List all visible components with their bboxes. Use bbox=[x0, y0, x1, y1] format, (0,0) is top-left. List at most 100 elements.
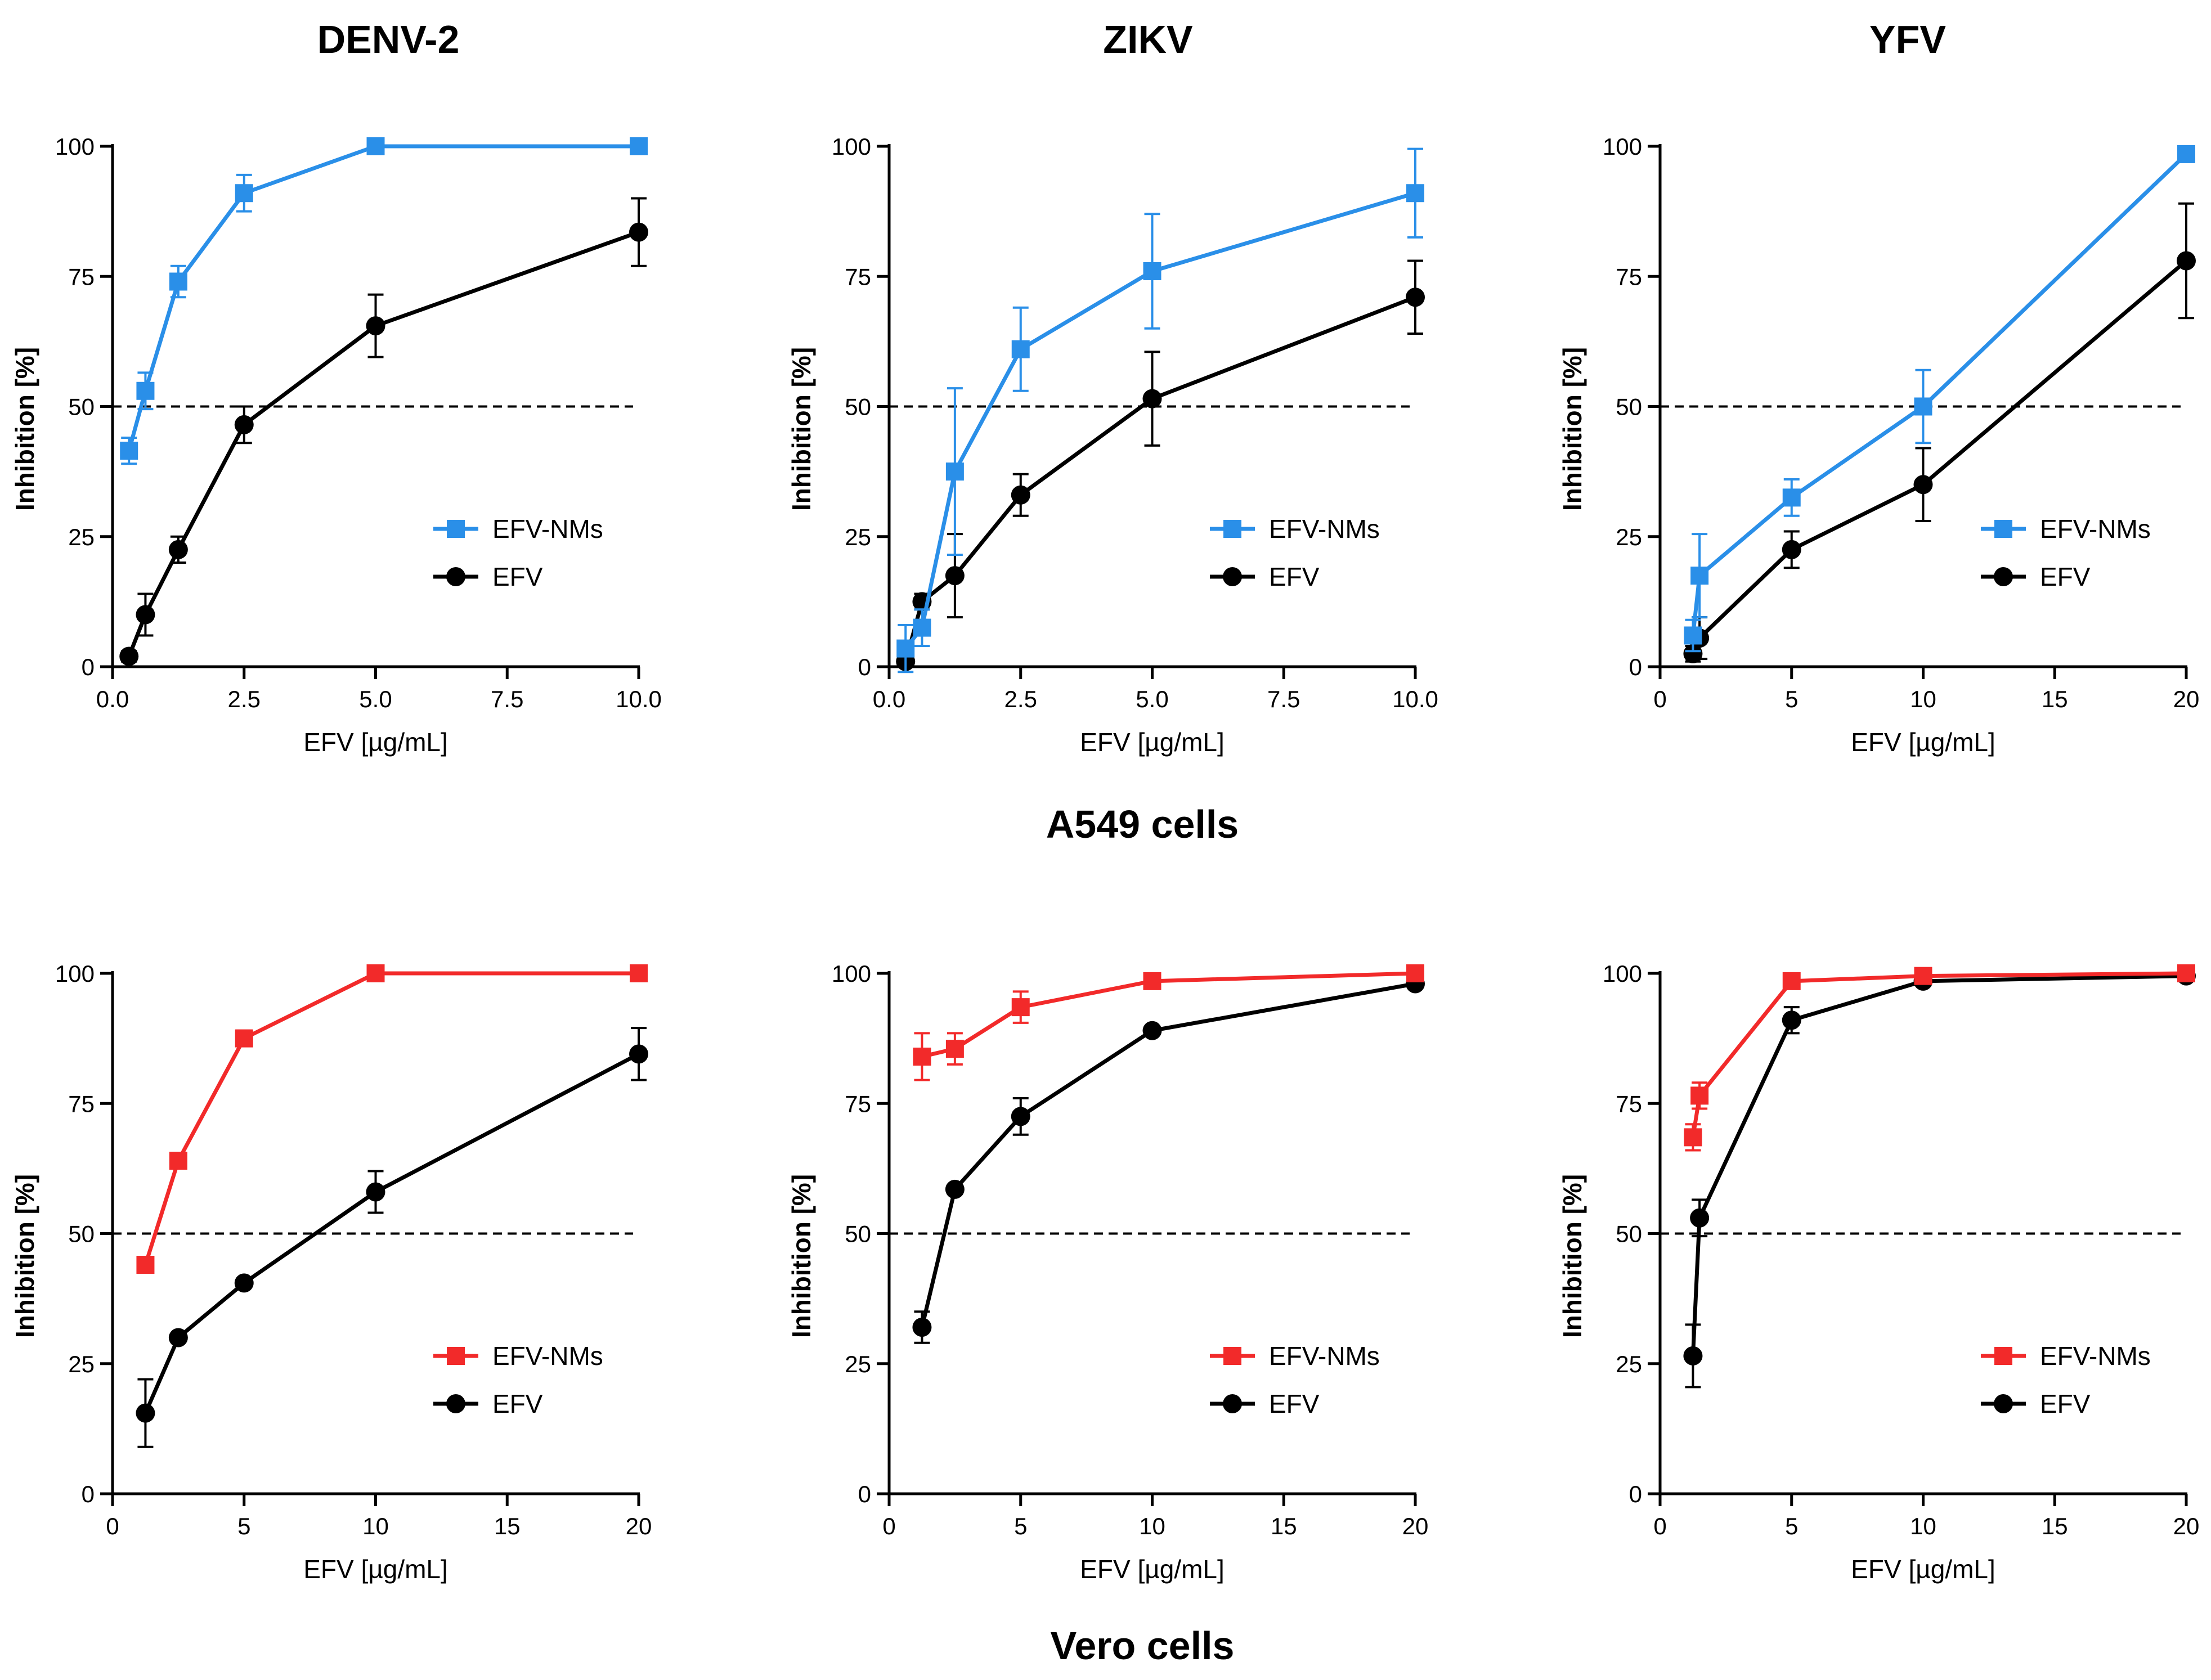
legend-marker bbox=[447, 520, 465, 538]
legend-marker bbox=[1223, 567, 1242, 586]
x-tick-label: 0 bbox=[1653, 1513, 1666, 1539]
data-point bbox=[2177, 964, 2195, 982]
data-point bbox=[1782, 972, 1801, 990]
series-efv-nms bbox=[120, 137, 648, 465]
legend-label: EFV bbox=[492, 1389, 543, 1418]
row-title-a549: A549 cells bbox=[1046, 802, 1239, 846]
x-axis-label: EFV [µg/mL] bbox=[1080, 727, 1225, 757]
y-tick-label: 0 bbox=[82, 654, 95, 680]
x-axis-label: EFV [µg/mL] bbox=[1851, 727, 1995, 757]
y-tick-label: 100 bbox=[1603, 960, 1642, 987]
data-point bbox=[1684, 626, 1702, 645]
y-tick-label: 100 bbox=[832, 960, 871, 987]
y-tick-label: 100 bbox=[832, 133, 871, 160]
y-tick-label: 75 bbox=[68, 263, 95, 290]
row-title-vero: Vero cells bbox=[1050, 1624, 1235, 1668]
x-tick-label: 5 bbox=[1785, 686, 1798, 712]
y-tick-label: 50 bbox=[845, 394, 871, 420]
series-line bbox=[921, 971, 1416, 1059]
data-point bbox=[945, 462, 964, 481]
x-tick-label: 5 bbox=[237, 1513, 250, 1539]
panel-a549-yfv: 0 25 50 75 100 0 5 10 15 20 EFV [µg/mL] Inhibition … bbox=[1548, 113, 2199, 757]
series-efv-nms bbox=[136, 964, 648, 1274]
x-tick-label: 10 bbox=[362, 1513, 389, 1539]
y-tick-label: 25 bbox=[1616, 524, 1642, 550]
y-tick-label: 0 bbox=[1629, 1481, 1642, 1507]
data-point bbox=[1690, 1086, 1709, 1105]
data-point bbox=[945, 1040, 964, 1058]
y-tick-label: 25 bbox=[845, 1351, 871, 1377]
y-axis-label: Inhibition [%] bbox=[1558, 1174, 1587, 1338]
data-point bbox=[896, 639, 915, 658]
y-tick-label: 50 bbox=[68, 394, 95, 420]
x-tick-label: 0 bbox=[1653, 686, 1666, 712]
y-tick-label: 100 bbox=[55, 960, 95, 987]
x-tick-label: 2.5 bbox=[228, 686, 261, 712]
x-tick-label: 0 bbox=[882, 1513, 895, 1539]
legend-label: EFV bbox=[1269, 1389, 1320, 1418]
data-point bbox=[912, 1318, 932, 1337]
data-point bbox=[234, 1273, 254, 1293]
legend-label: EFV-NMs bbox=[2040, 514, 2151, 543]
x-tick-label: 5.0 bbox=[359, 686, 392, 712]
data-point bbox=[1406, 964, 1424, 982]
data-point bbox=[169, 272, 187, 291]
x-tick-label: 20 bbox=[2173, 1513, 2200, 1539]
series-efv bbox=[119, 197, 648, 666]
data-point bbox=[366, 137, 385, 155]
x-tick-label: 10 bbox=[1910, 1513, 1936, 1539]
y-tick-label: 25 bbox=[68, 1351, 95, 1377]
data-point bbox=[1914, 967, 1932, 985]
x-tick-label: 5.0 bbox=[1136, 686, 1168, 712]
y-tick-label: 75 bbox=[68, 1090, 95, 1117]
legend-label: EFV-NMs bbox=[492, 1341, 603, 1371]
x-tick-label: 20 bbox=[1402, 1513, 1429, 1539]
series-efv-nms bbox=[896, 147, 1424, 673]
legend-marker bbox=[446, 1394, 465, 1413]
x-axis-label: EFV [µg/mL] bbox=[1080, 1555, 1225, 1584]
series-line bbox=[903, 295, 1416, 662]
series-line bbox=[920, 982, 1416, 1328]
x-tick-label: 15 bbox=[2042, 1513, 2068, 1539]
data-point bbox=[1683, 1346, 1703, 1365]
column-title-zikv: ZIKV bbox=[1103, 17, 1193, 61]
series-efv bbox=[912, 974, 1425, 1344]
data-point bbox=[136, 381, 155, 400]
data-point bbox=[2177, 251, 2196, 271]
x-tick-label: 15 bbox=[494, 1513, 521, 1539]
column-title-yfv: YFV bbox=[1869, 17, 1947, 61]
x-tick-label: 5 bbox=[1014, 1513, 1027, 1539]
data-point bbox=[366, 316, 385, 336]
x-tick-label: 10 bbox=[1910, 686, 1936, 712]
data-point bbox=[629, 222, 648, 242]
y-tick-label: 100 bbox=[1603, 133, 1642, 160]
legend-marker bbox=[1994, 567, 2013, 586]
column-title-denv2: DENV-2 bbox=[317, 17, 460, 61]
data-point bbox=[366, 1182, 385, 1202]
legend-marker bbox=[1223, 1394, 1242, 1413]
y-tick-label: 75 bbox=[845, 1090, 871, 1117]
x-tick-label: 0.0 bbox=[873, 686, 905, 712]
y-tick-label: 25 bbox=[1616, 1351, 1642, 1377]
data-point bbox=[1913, 475, 1933, 495]
panel-vero-yfv: 0 25 50 75 100 0 5 10 15 20 EFV [µg/mL] Inhibition … bbox=[1548, 940, 2199, 1584]
y-axis-label: Inhibition [%] bbox=[787, 347, 816, 511]
data-point bbox=[1914, 397, 1932, 416]
panel-a549-denv2: 0 25 50 75 100 0.0 2.5 5.0 7.5 10.0 EFV [µg/mL] Inh… bbox=[0, 113, 662, 757]
panel-vero-denv2: 0 25 50 75 100 0 5 10 15 20 EFV [µg/mL] Inhibition … bbox=[0, 940, 652, 1584]
y-tick-label: 50 bbox=[1616, 1221, 1642, 1247]
x-tick-label: 0.0 bbox=[96, 686, 129, 712]
y-tick-label: 25 bbox=[845, 524, 871, 550]
series-efv-nms bbox=[913, 964, 1424, 1081]
legend-label: EFV-NMs bbox=[1269, 1341, 1380, 1371]
data-point bbox=[1143, 262, 1161, 280]
data-point bbox=[136, 605, 155, 625]
data-point bbox=[235, 1029, 253, 1048]
data-point bbox=[1684, 1128, 1702, 1147]
x-tick-label: 7.5 bbox=[1267, 686, 1300, 712]
data-point bbox=[1143, 972, 1161, 990]
chart-vero-yfv: 0 25 50 75 100 0 5 10 15 20 EFV [µg/mL] Inhibition … bbox=[1558, 960, 2199, 1584]
y-axis-label: Inhibition [%] bbox=[10, 347, 39, 511]
legend-label: EFV-NMs bbox=[2040, 1341, 2151, 1371]
y-tick-label: 0 bbox=[1629, 654, 1642, 680]
